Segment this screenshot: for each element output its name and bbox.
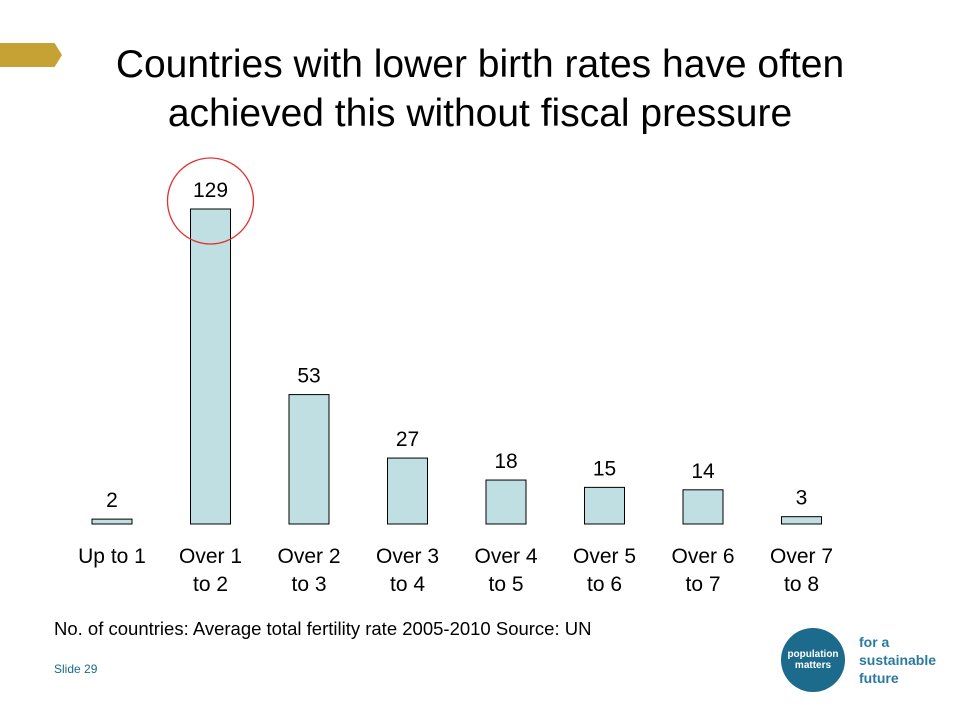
chart-caption: No. of countries: Average total fertilit…: [54, 618, 592, 639]
category-label-6-1: to 7: [685, 573, 720, 596]
population-matters-logo: population matters: [781, 628, 845, 692]
data-label-4: 18: [494, 450, 517, 473]
category-label-7-0: Over 7: [770, 545, 833, 568]
category-label-4-1: to 5: [488, 573, 523, 596]
data-label-1: 129: [193, 179, 228, 202]
category-label-7-1: to 8: [784, 573, 819, 596]
logo-line-2: matters: [794, 660, 832, 671]
category-label-4-0: Over 4: [474, 545, 537, 568]
bar-6: [682, 489, 724, 525]
bar-3: [387, 457, 428, 525]
category-label-6-0: Over 6: [671, 545, 734, 568]
bar-2: [288, 394, 330, 525]
accent-bar: [0, 43, 62, 67]
highlight-circle: [166, 157, 255, 245]
logo-line-1: population: [787, 649, 839, 660]
tagline-line-2: sustainable: [859, 652, 937, 668]
title-line-2: achieved this without fiscal pressure: [167, 92, 793, 135]
category-label-3-0: Over 3: [376, 545, 439, 568]
bar-0: [91, 518, 133, 525]
bar-5: [584, 486, 625, 525]
category-label-2-1: to 3: [291, 573, 326, 596]
data-label-5: 15: [593, 457, 616, 480]
tagline: for a sustainable future: [859, 633, 936, 687]
data-label-6: 14: [691, 460, 715, 483]
category-label-5-0: Over 5: [573, 545, 636, 568]
bar-7: [781, 516, 822, 525]
slide-title: Countries with lower birth rates have of…: [60, 40, 900, 138]
category-label-2-0: Over 2: [277, 545, 340, 568]
slide-number: Slide 29: [54, 662, 98, 676]
data-label-3: 27: [396, 428, 419, 451]
data-label-0: 2: [106, 489, 118, 512]
category-label-0-0: Up to 1: [78, 545, 146, 568]
title-line-1: Countries with lower birth rates have of…: [115, 43, 845, 86]
category-label-1-0: Over 1: [179, 545, 242, 568]
bar-1: [190, 208, 231, 525]
category-label-5-1: to 6: [587, 573, 622, 596]
data-label-2: 53: [297, 365, 320, 388]
tagline-line-1: for a: [859, 634, 890, 650]
category-label-3-1: to 4: [390, 573, 425, 596]
bar-4: [485, 479, 527, 525]
tagline-line-3: future: [859, 670, 899, 686]
category-label-1-1: to 2: [193, 573, 228, 596]
data-label-7: 3: [796, 487, 808, 510]
